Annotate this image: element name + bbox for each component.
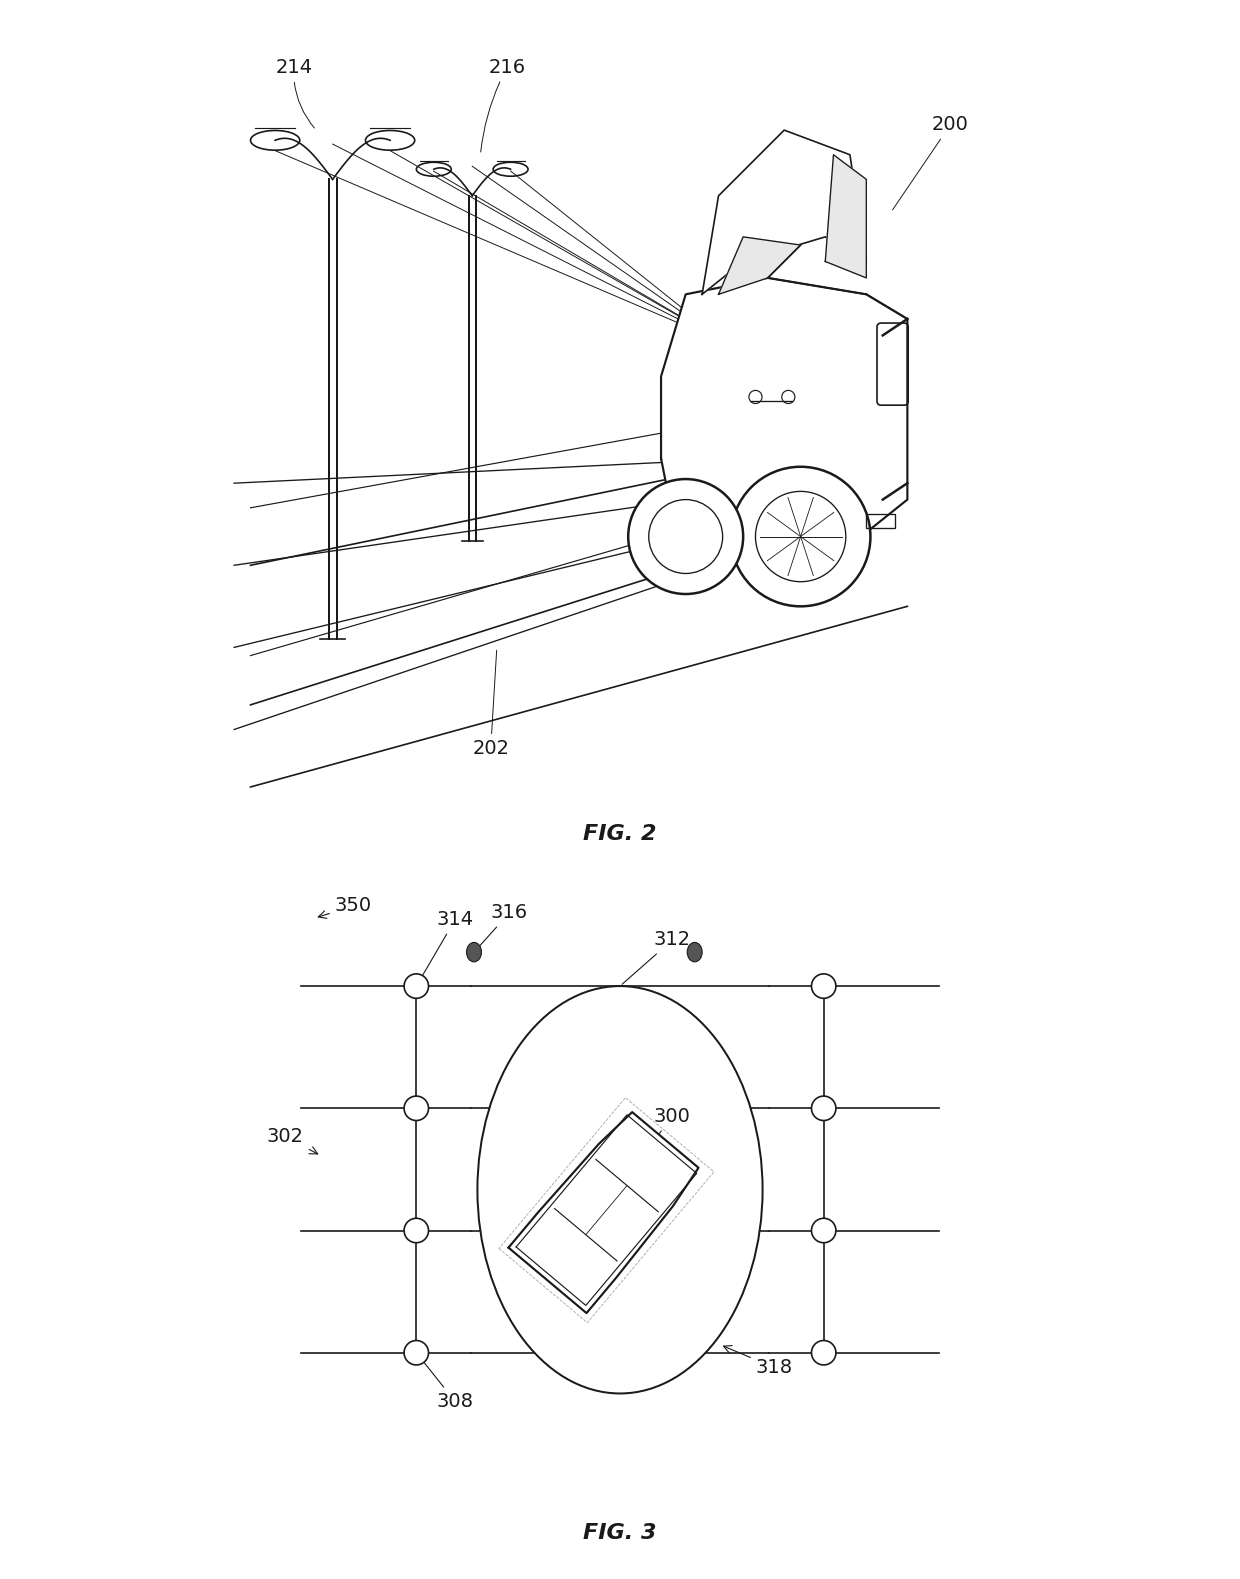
Text: 202: 202 bbox=[472, 651, 510, 758]
Bar bbox=[867, 513, 895, 529]
Circle shape bbox=[404, 1219, 429, 1243]
Ellipse shape bbox=[466, 943, 481, 962]
Circle shape bbox=[404, 1341, 429, 1364]
Polygon shape bbox=[718, 237, 801, 294]
Circle shape bbox=[811, 1096, 836, 1121]
Circle shape bbox=[629, 478, 743, 594]
Text: 318: 318 bbox=[723, 1345, 792, 1377]
Text: 308: 308 bbox=[418, 1355, 474, 1412]
Text: 316: 316 bbox=[476, 903, 528, 951]
Text: FIG. 3: FIG. 3 bbox=[583, 1522, 657, 1543]
Text: 300: 300 bbox=[629, 1107, 691, 1173]
Circle shape bbox=[811, 1341, 836, 1364]
Text: FIG. 2: FIG. 2 bbox=[583, 824, 657, 845]
Polygon shape bbox=[702, 129, 867, 294]
Text: 302: 302 bbox=[267, 1127, 317, 1154]
Circle shape bbox=[811, 1219, 836, 1243]
Text: 200: 200 bbox=[893, 115, 968, 210]
Polygon shape bbox=[661, 278, 908, 549]
Text: 214: 214 bbox=[275, 58, 315, 128]
Text: 312: 312 bbox=[622, 930, 691, 984]
Text: 314: 314 bbox=[418, 910, 474, 984]
Polygon shape bbox=[826, 155, 867, 278]
Circle shape bbox=[811, 974, 836, 998]
Circle shape bbox=[404, 974, 429, 998]
Text: 350: 350 bbox=[319, 897, 372, 919]
Circle shape bbox=[730, 467, 870, 606]
Text: 216: 216 bbox=[481, 58, 526, 152]
Ellipse shape bbox=[687, 943, 702, 962]
Circle shape bbox=[404, 1096, 429, 1121]
Polygon shape bbox=[508, 1112, 698, 1314]
